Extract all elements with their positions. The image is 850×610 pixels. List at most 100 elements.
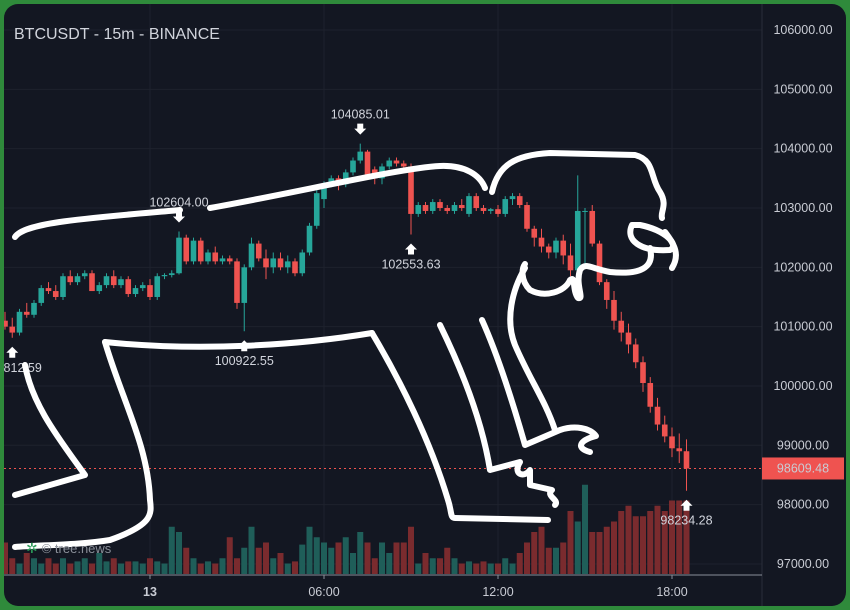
candle-body[interactable] (248, 243, 255, 268)
candle-body[interactable] (632, 344, 639, 363)
volume-bar (234, 558, 240, 574)
candle-body[interactable] (197, 240, 204, 262)
candle-body[interactable] (364, 151, 371, 176)
candle-body[interactable] (669, 436, 675, 449)
candle-body[interactable] (429, 202, 436, 211)
candle-body[interactable] (45, 288, 52, 292)
candle-body[interactable] (154, 276, 161, 297)
candle-body[interactable] (357, 151, 364, 161)
volume-bar (277, 553, 284, 574)
volume-bar (183, 547, 190, 574)
price-chart[interactable]: 106000.00 105000.00 104000.00 103000.00 1020… (4, 4, 846, 606)
candle-body[interactable] (31, 302, 37, 315)
candle-body[interactable] (277, 258, 284, 268)
candle-body[interactable] (321, 184, 327, 200)
candle-body[interactable] (125, 279, 132, 295)
candle-body[interactable] (654, 406, 661, 425)
candle-body[interactable] (538, 237, 545, 247)
candle-body[interactable] (618, 320, 625, 333)
candle-body[interactable] (531, 228, 538, 238)
candle-body[interactable] (596, 243, 603, 283)
candle-body[interactable] (582, 210, 588, 212)
candle-body[interactable] (212, 252, 219, 262)
chart-panel[interactable]: 106000.00 105000.00 104000.00 103000.00 1020… (4, 4, 846, 606)
candle-body[interactable] (560, 240, 567, 256)
candle-body[interactable] (89, 273, 95, 292)
candle-body[interactable] (524, 205, 530, 229)
candle-body[interactable] (386, 160, 393, 167)
candle-body[interactable] (603, 282, 610, 300)
candle-body[interactable] (647, 383, 654, 407)
candle-body[interactable] (132, 288, 139, 295)
candle-body[interactable] (487, 209, 494, 211)
candle-body[interactable] (270, 258, 277, 268)
candle-body[interactable] (183, 237, 190, 262)
candle-body[interactable] (437, 202, 443, 208)
candle-body[interactable] (516, 196, 523, 206)
candle-body[interactable] (263, 258, 269, 268)
candle-body[interactable] (234, 261, 240, 303)
candle-body[interactable] (147, 285, 153, 297)
candle-body[interactable] (4, 320, 8, 327)
candle-body[interactable] (444, 207, 451, 211)
candle-body[interactable] (683, 451, 690, 469)
candle-body[interactable] (118, 279, 124, 286)
candle-body[interactable] (74, 276, 81, 283)
candle-body[interactable] (458, 205, 465, 208)
candle-body[interactable] (284, 261, 291, 268)
candle-body[interactable] (611, 299, 617, 321)
candle-body[interactable] (255, 243, 262, 259)
candle-body[interactable] (38, 288, 45, 303)
candle-body[interactable] (219, 258, 226, 262)
candle-body[interactable] (408, 166, 414, 214)
candle-body[interactable] (509, 196, 516, 200)
candle-body[interactable] (299, 252, 306, 274)
candle-body[interactable] (676, 448, 683, 452)
candle-body[interactable] (60, 276, 66, 297)
candle-body[interactable] (400, 163, 407, 167)
candle-body[interactable] (415, 205, 422, 214)
candle-body[interactable] (313, 193, 320, 226)
candle-body[interactable] (110, 276, 117, 286)
price-axis[interactable]: 106000.00 105000.00 104000.00 103000.00 1020… (773, 23, 832, 571)
candle-body[interactable] (226, 258, 233, 262)
candle-body[interactable] (67, 276, 74, 283)
candle-body[interactable] (480, 207, 487, 211)
candle-body[interactable] (625, 332, 632, 345)
candle-body[interactable] (292, 261, 298, 274)
candle-body[interactable] (52, 291, 59, 297)
candle-body[interactable] (350, 160, 356, 173)
candle-body[interactable] (451, 205, 458, 211)
candle-body[interactable] (96, 285, 103, 292)
candle-body[interactable] (640, 362, 646, 384)
candle-body[interactable] (161, 275, 168, 277)
candle-body[interactable] (473, 196, 480, 208)
time-tick-label: 06:00 (308, 585, 339, 599)
candle-body[interactable] (393, 160, 400, 164)
volume-bar (263, 542, 269, 574)
time-axis[interactable]: 13 06:00 12:00 18:00 (143, 575, 688, 599)
candle-body[interactable] (241, 267, 248, 303)
candle-body[interactable] (589, 210, 596, 244)
candle-body[interactable] (495, 209, 501, 214)
candle-body[interactable] (190, 240, 197, 262)
volume-bars (4, 484, 690, 574)
candle-body[interactable] (422, 205, 429, 211)
candle-body[interactable] (205, 252, 211, 262)
candle-body[interactable] (661, 424, 668, 437)
candle-body[interactable] (545, 246, 552, 253)
candle-body[interactable] (466, 196, 472, 214)
candle-body[interactable] (306, 225, 313, 253)
candle-body[interactable] (103, 276, 110, 286)
candle-body[interactable] (176, 237, 182, 274)
candle-body[interactable] (574, 210, 581, 271)
candle-body[interactable] (502, 199, 509, 214)
candle-body[interactable] (9, 326, 16, 333)
candle-body[interactable] (168, 273, 175, 276)
candle-body[interactable] (23, 311, 30, 315)
candle-body[interactable] (81, 273, 88, 277)
candle-body[interactable] (139, 285, 146, 289)
candle-body[interactable] (553, 240, 559, 253)
candle-body[interactable] (16, 311, 23, 333)
candle-body[interactable] (567, 255, 574, 271)
